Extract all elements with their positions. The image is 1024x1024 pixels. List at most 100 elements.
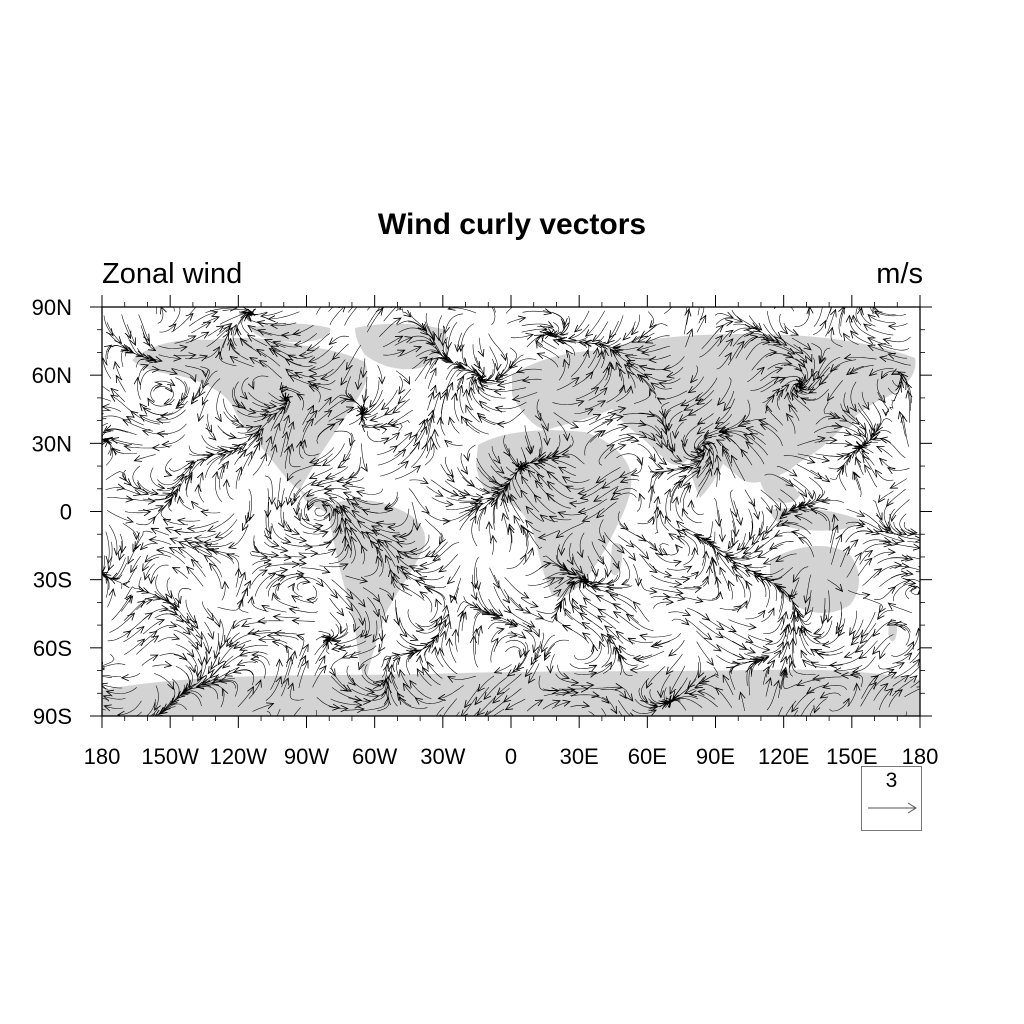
- wind-vector: [840, 467, 847, 491]
- wind-vector: [565, 609, 589, 630]
- lon-tick-label: 150W: [141, 744, 199, 769]
- wind-vector: [540, 423, 547, 445]
- wind-vector: [534, 495, 556, 515]
- wind-vector: [201, 317, 219, 326]
- wind-vector: [713, 497, 719, 526]
- wind-vector: [222, 431, 253, 438]
- wind-vector: [393, 530, 413, 537]
- wind-vector: [733, 500, 741, 525]
- wind-vector: [627, 614, 654, 632]
- wind-vector: [102, 654, 115, 667]
- wind-vector: [460, 385, 464, 414]
- wind-vector: [219, 313, 247, 325]
- wind-vector: [637, 650, 665, 660]
- wind-vector: [479, 416, 496, 426]
- wind-vector: [717, 330, 733, 347]
- wind-vector: [488, 333, 506, 361]
- wind-vector: [774, 307, 795, 312]
- wind-vector: [877, 446, 893, 458]
- wind-vector: [683, 485, 691, 512]
- wind-vector: [309, 357, 335, 370]
- lon-tick-label: 120W: [210, 744, 268, 769]
- wind-vector: [304, 496, 318, 521]
- wind-vector: [455, 629, 457, 652]
- wind-vector: [189, 307, 197, 315]
- wind-vector: [619, 544, 636, 561]
- wind-vector: [632, 543, 648, 559]
- wind-vector: [460, 605, 478, 622]
- wind-vector: [310, 368, 334, 376]
- wind-vector: [503, 513, 509, 536]
- wind-vector: [366, 308, 383, 333]
- wind-vector: [547, 333, 569, 337]
- wind-vector: [611, 492, 637, 500]
- wind-vector: [315, 642, 328, 665]
- wind-vector: [424, 321, 434, 339]
- wind-vector: [122, 523, 137, 539]
- wind-vector: [889, 323, 908, 326]
- wind-vector: [242, 377, 249, 400]
- wind-vector: [430, 392, 440, 424]
- wind-vector: [801, 629, 809, 646]
- wind-vector: [685, 329, 693, 348]
- wind-vector: [879, 574, 908, 587]
- wind-vector: [899, 513, 915, 534]
- wind-vector: [697, 445, 706, 458]
- wind-vector: [185, 356, 207, 359]
- wind-vector: [633, 564, 638, 586]
- wind-vector: [347, 307, 354, 313]
- wind-vector: [676, 497, 683, 521]
- wind-vector: [317, 478, 345, 486]
- wind-vector: [633, 602, 650, 622]
- wind-vector: [246, 500, 249, 523]
- wind-vector: [138, 576, 149, 593]
- wind-vector: [154, 613, 184, 622]
- wind-vector: [486, 307, 496, 326]
- wind-vector: [276, 583, 281, 601]
- wind-vector: [489, 346, 498, 371]
- wind-vector: [797, 453, 829, 461]
- wind-vector: [103, 407, 122, 412]
- wind-vector: [273, 342, 299, 347]
- wind-vector: [878, 490, 894, 503]
- wind-vector: [494, 387, 527, 392]
- wind-vector: [198, 662, 203, 681]
- wind-vector: [559, 467, 576, 476]
- wind-vector: [797, 438, 825, 446]
- wind-vector: [521, 324, 553, 327]
- wind-vector: [480, 401, 506, 412]
- wind-vector: [688, 376, 704, 393]
- wind-vector: [425, 437, 431, 459]
- wind-vector: [747, 634, 772, 642]
- wind-vector: [229, 524, 249, 548]
- wind-vector: [880, 642, 891, 659]
- wind-vector: [142, 332, 156, 351]
- wind-vector: [889, 385, 901, 411]
- wind-vector: [157, 638, 179, 643]
- lat-tick-label: 30N: [32, 431, 72, 456]
- wind-vector: [382, 336, 403, 348]
- lon-tick-label: 120E: [758, 744, 809, 769]
- wind-vector: [441, 487, 466, 498]
- wind-vector: [446, 504, 477, 510]
- wind-vector: [851, 381, 857, 412]
- wind-vector: [158, 346, 187, 349]
- wind-vector: [522, 476, 537, 498]
- wind-vector: [351, 536, 355, 564]
- wind-vector: [393, 398, 410, 413]
- wind-vector: [632, 314, 640, 335]
- wind-vector: [617, 511, 628, 530]
- wind-vector: [783, 322, 798, 335]
- wind-vector: [646, 335, 670, 343]
- wind-vector: [767, 363, 792, 370]
- wind-vector: [794, 307, 810, 327]
- wind-vector: [383, 350, 405, 355]
- land-north-america: [132, 337, 368, 490]
- wind-vector: [378, 307, 385, 315]
- wind-vector: [329, 307, 346, 326]
- wind-vector: [134, 454, 156, 461]
- wind-vector: [377, 365, 383, 384]
- wind-vector: [819, 364, 841, 385]
- wind-vector: [563, 477, 590, 483]
- wind-vector: [813, 358, 827, 381]
